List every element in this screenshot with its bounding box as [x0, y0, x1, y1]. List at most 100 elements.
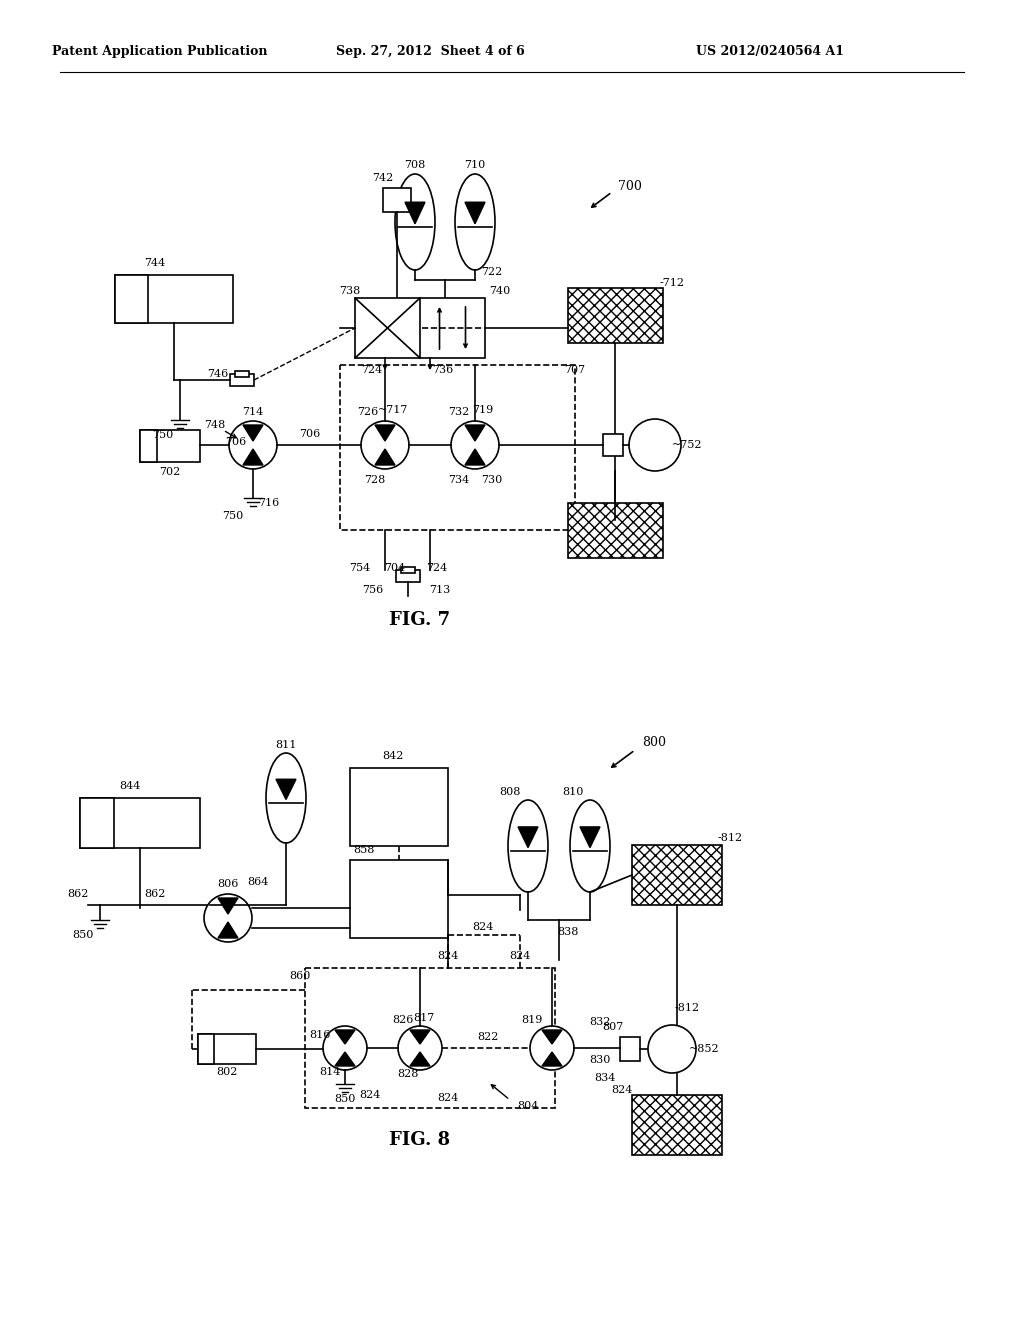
- Text: 860: 860: [290, 972, 310, 981]
- Bar: [396, 570, 420, 582]
- Polygon shape: [410, 1030, 430, 1044]
- Text: 850: 850: [334, 1094, 355, 1104]
- Text: 713: 713: [429, 585, 451, 595]
- Polygon shape: [276, 779, 296, 800]
- Text: 714: 714: [243, 407, 263, 417]
- Bar: [632, 845, 722, 906]
- Text: 832: 832: [590, 1016, 610, 1027]
- Text: 824: 824: [611, 1085, 633, 1096]
- Polygon shape: [335, 1052, 355, 1067]
- Text: 756: 756: [362, 585, 384, 595]
- Text: 724: 724: [361, 366, 383, 375]
- Bar: [603, 434, 623, 455]
- Polygon shape: [410, 1052, 430, 1067]
- Ellipse shape: [395, 174, 435, 271]
- Bar: [80, 799, 114, 847]
- Polygon shape: [465, 425, 485, 441]
- Text: 811: 811: [275, 741, 297, 750]
- Text: 824: 824: [437, 1093, 459, 1104]
- Text: 716: 716: [258, 498, 280, 508]
- Text: US 2012/0240564 A1: US 2012/0240564 A1: [696, 45, 844, 58]
- Text: 744: 744: [144, 257, 166, 268]
- Text: 710: 710: [464, 160, 485, 170]
- Text: 708: 708: [404, 160, 426, 170]
- Ellipse shape: [508, 800, 548, 892]
- Text: 719: 719: [472, 405, 494, 414]
- Text: 824: 824: [437, 950, 459, 961]
- Text: 826: 826: [392, 1015, 414, 1026]
- Text: 706: 706: [225, 437, 246, 447]
- Text: 810: 810: [562, 787, 584, 797]
- Polygon shape: [375, 425, 395, 441]
- Circle shape: [648, 1026, 696, 1073]
- Text: Sep. 27, 2012  Sheet 4 of 6: Sep. 27, 2012 Sheet 4 of 6: [336, 45, 524, 58]
- Circle shape: [323, 1026, 367, 1071]
- Polygon shape: [580, 826, 600, 847]
- Polygon shape: [465, 202, 485, 224]
- Polygon shape: [465, 449, 485, 465]
- Text: 722: 722: [481, 267, 503, 277]
- Bar: [115, 275, 148, 323]
- Text: 734: 734: [449, 475, 470, 484]
- Text: 824: 824: [359, 1090, 381, 1100]
- Polygon shape: [406, 202, 425, 224]
- Text: Patent Application Publication: Patent Application Publication: [52, 45, 267, 58]
- Polygon shape: [218, 921, 238, 939]
- Circle shape: [629, 418, 681, 471]
- Circle shape: [361, 421, 409, 469]
- Polygon shape: [218, 898, 238, 913]
- Text: 730: 730: [481, 475, 503, 484]
- Bar: [620, 1038, 640, 1061]
- Circle shape: [451, 421, 499, 469]
- Text: 750: 750: [153, 430, 174, 440]
- Text: 844: 844: [120, 781, 140, 791]
- Bar: [140, 430, 200, 462]
- Bar: [230, 374, 254, 385]
- Text: ~852: ~852: [689, 1044, 719, 1053]
- Text: 746: 746: [208, 370, 228, 379]
- Text: 816: 816: [309, 1030, 331, 1040]
- Text: 748: 748: [205, 420, 225, 430]
- Bar: [632, 1096, 722, 1155]
- Polygon shape: [243, 425, 263, 441]
- Text: 808: 808: [500, 787, 520, 797]
- Bar: [140, 430, 157, 462]
- Text: 700: 700: [618, 180, 642, 193]
- Text: 740: 740: [489, 286, 511, 296]
- Text: 704: 704: [384, 564, 406, 573]
- Text: 736: 736: [432, 366, 454, 375]
- Polygon shape: [542, 1030, 562, 1044]
- Text: 726: 726: [357, 407, 379, 417]
- Text: 834: 834: [594, 1073, 615, 1082]
- Text: 707: 707: [564, 366, 586, 375]
- Bar: [568, 288, 663, 343]
- Bar: [305, 968, 555, 1107]
- Text: 858: 858: [353, 845, 375, 855]
- Text: 724: 724: [426, 564, 447, 573]
- Polygon shape: [243, 449, 263, 465]
- Bar: [568, 503, 663, 558]
- Text: 738: 738: [339, 286, 360, 296]
- Text: 807: 807: [602, 1022, 624, 1032]
- Text: 742: 742: [373, 173, 393, 183]
- Text: 864: 864: [248, 876, 268, 887]
- Circle shape: [229, 421, 278, 469]
- Bar: [115, 275, 233, 323]
- Text: 817: 817: [414, 1012, 434, 1023]
- Bar: [198, 1034, 256, 1064]
- Text: -812: -812: [675, 1003, 699, 1012]
- Bar: [234, 371, 249, 378]
- Bar: [350, 768, 449, 846]
- Text: 750: 750: [222, 511, 244, 521]
- Text: 824: 824: [472, 921, 494, 932]
- Ellipse shape: [570, 800, 610, 892]
- Text: 806: 806: [217, 879, 239, 888]
- Text: 754: 754: [349, 564, 371, 573]
- Text: 862: 862: [144, 888, 166, 899]
- Text: FIG. 8: FIG. 8: [389, 1131, 451, 1148]
- Polygon shape: [335, 1030, 355, 1044]
- Text: 800: 800: [642, 737, 666, 750]
- Text: -812: -812: [718, 833, 742, 843]
- Bar: [80, 799, 200, 847]
- Circle shape: [530, 1026, 574, 1071]
